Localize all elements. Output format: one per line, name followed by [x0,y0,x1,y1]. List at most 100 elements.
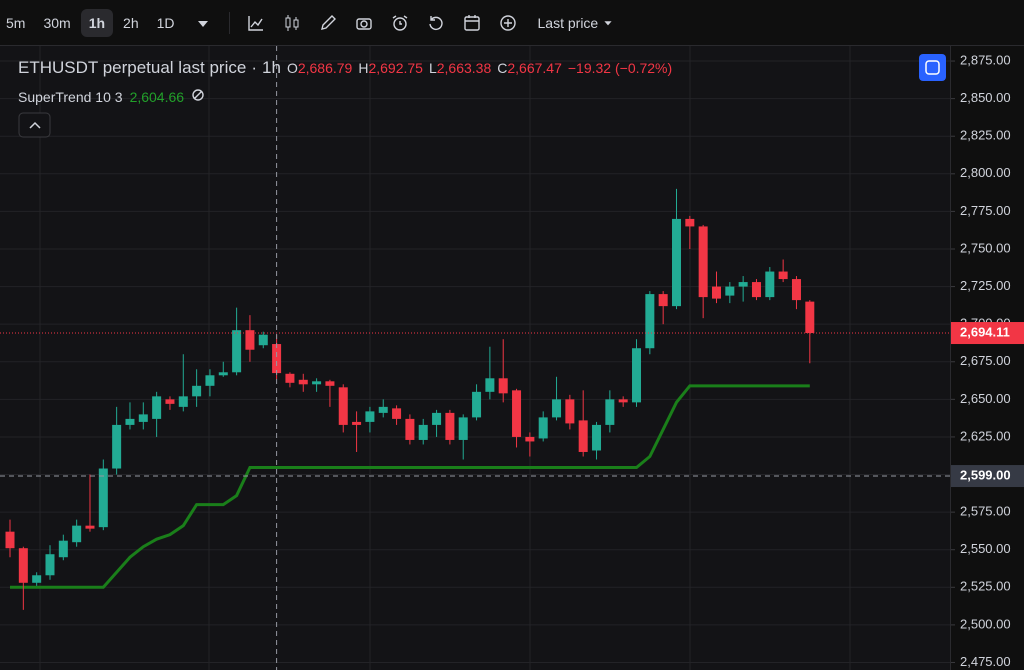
y-tick-label: 2,750.00 [960,240,1011,255]
interval-button[interactable]: 1h [80,8,114,37]
y-tick-label: 2,500.00 [960,616,1011,631]
y-tick-label: 2,875.00 [960,52,1011,67]
indicator-icon[interactable] [246,13,266,33]
candle-body [352,421,362,425]
candle-body [392,408,402,419]
y-tick-label: 2,575.00 [960,504,1011,519]
candle-body [178,396,188,407]
candle-body [272,344,282,374]
ohlc-key: L [428,60,437,76]
toolbar: 5m 30m 1h 2h 1D Last price [0,0,1024,46]
candle-body [112,424,122,469]
collapse-icon [29,121,41,129]
candle-body [285,373,295,383]
ohlc-value: 2,692.75 [368,60,423,76]
y-tick-label: 2,475.00 [960,654,1011,669]
separator [228,11,230,34]
change: −19.32 (−0.72%) [567,60,673,76]
legend: ETHUSDT perpetual last price · 1h O 2,686… [18,58,672,105]
candle-body [325,381,335,386]
candle-body [685,218,695,227]
candle-body [605,399,615,425]
y-tick-label: 2,775.00 [960,203,1011,218]
candle-body [138,414,148,422]
candle-body [738,282,748,287]
ohlc-value: 2,686.79 [297,60,353,76]
candle-body [578,420,588,452]
dropdown-icon[interactable] [602,13,614,33]
symbol-row: ETHUSDT perpetual last price · 1h O 2,686… [18,58,672,78]
dropdown-icon[interactable] [193,13,213,33]
last-price-box [951,322,1024,345]
candle-body [765,271,775,298]
candle-body [565,399,575,424]
candle-body [725,286,735,296]
candle-body [778,271,788,280]
candle-body [432,412,442,425]
candle-body [658,294,668,307]
ohlc-key: H [358,60,369,76]
candle-body [312,381,322,385]
auto-scale-button[interactable] [919,54,946,81]
candle-body [378,406,388,413]
candle-body [445,412,455,440]
ohlc-value: 2,663.38 [436,60,492,76]
interval-button[interactable]: 1D [156,14,175,31]
candle-body [645,294,655,349]
candle-body [538,417,548,439]
candle-body [485,378,495,392]
add-icon[interactable] [498,13,518,33]
collapse-button[interactable] [18,112,51,138]
separator: · [251,58,258,77]
candle-body [365,411,375,422]
chart-style-icon[interactable] [282,13,302,33]
indicator-value: 2,604.66 [129,89,185,105]
ohlc-key: C [497,60,508,76]
candle-body [338,387,348,425]
replay-icon[interactable] [426,13,446,33]
ohlc-key: O [286,60,298,76]
candle-body [98,468,108,528]
draw-icon[interactable] [318,13,338,33]
candle-body [418,424,428,440]
interval: 1h [262,58,281,77]
snapshot-icon[interactable] [354,13,374,33]
last-price-label: 2,694.11 [960,324,1010,339]
candle-body [298,379,308,385]
candle-body [58,540,68,558]
indicator-name: SuperTrend 10 3 [18,89,123,105]
candle-body [672,218,681,307]
candle-body [85,525,95,529]
crosshair-label: 2,599.00 [960,467,1011,482]
hide-icon[interactable] [191,88,205,102]
candle-body [205,375,215,386]
interval-button[interactable]: 5m [6,14,26,31]
y-tick-label: 2,675.00 [960,353,1011,368]
candle-body [805,301,815,334]
alert-icon[interactable] [390,13,410,33]
interval-button[interactable]: 30m [43,14,71,31]
candle-body [552,399,562,418]
time-grid [39,46,851,670]
auto-scale-icon [925,60,940,75]
candle-body [698,226,708,298]
supertrend-line [10,384,810,589]
calendar-icon[interactable] [462,13,482,33]
candle-body [711,286,721,299]
interval-button[interactable]: 2h [123,14,139,31]
chart-background [0,46,1024,670]
y-tick-label: 2,725.00 [960,278,1011,293]
candle-body [751,282,761,298]
y-tick-label: 2,800.00 [960,165,1011,180]
candle-body [592,424,602,451]
price-source-button[interactable]: Last price [537,14,599,31]
candle-body [192,385,202,397]
candle-body [245,330,255,350]
y-tick-label: 2,525.00 [960,579,1011,594]
candle-body [152,396,162,419]
candle-body [525,436,535,442]
candle-body [218,372,228,376]
candle-body [232,330,242,373]
candle-body [72,525,82,543]
candle-body [632,348,642,403]
